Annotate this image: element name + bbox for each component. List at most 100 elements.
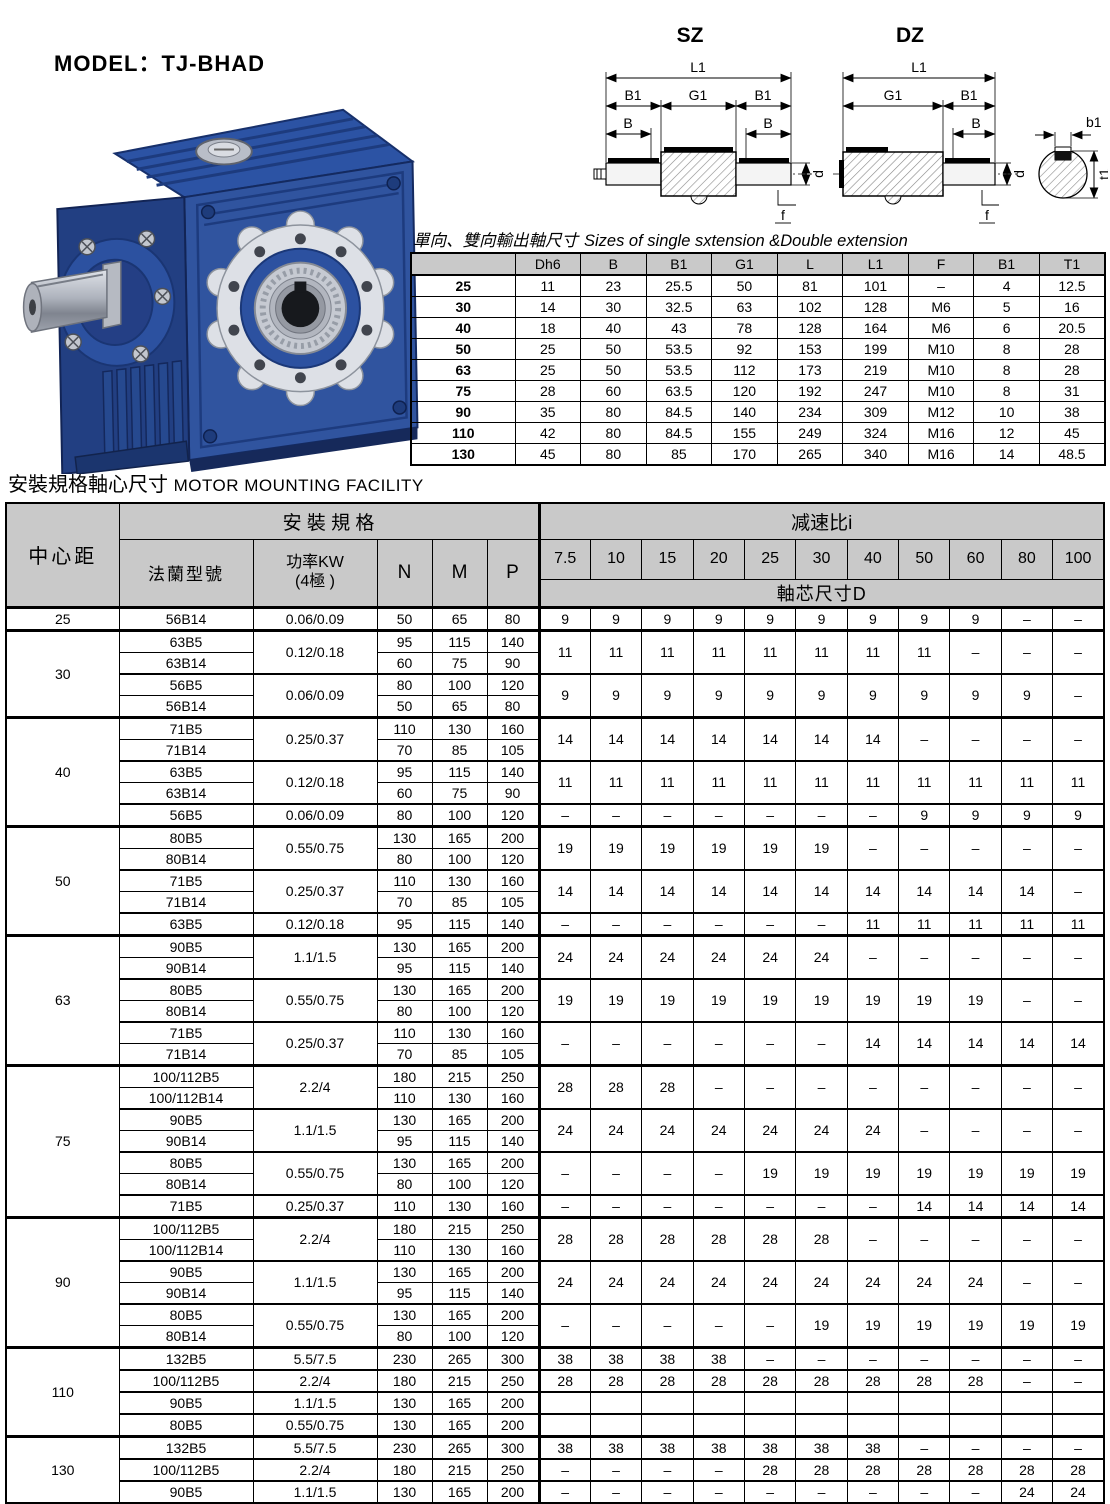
n-cell: 50 [376, 694, 433, 718]
n-cell: 95 [376, 911, 433, 936]
dimension-table-head: Dh6 B B1 G1 L L1 F B1 T1 [410, 252, 1106, 276]
m-cell: 115 [431, 911, 488, 936]
shaft-d-cell: – [846, 1215, 900, 1261]
shaft-d-cell: – [1000, 824, 1054, 870]
dim-col-header: L1 [842, 252, 909, 276]
shaft-d-cell: 24 [743, 1107, 797, 1152]
shaft-d-cell: 9 [641, 672, 694, 718]
shaft-d-cell: 9 [538, 605, 591, 631]
dim-value-cell: 18 [514, 317, 582, 339]
ratio-value-header: 10 [589, 538, 643, 580]
shaft-d-cell: – [795, 802, 848, 827]
shaft-d-cell: 14 [1052, 1193, 1105, 1218]
flange-cell: 90B14 [118, 956, 254, 979]
shaft-d-cell: – [538, 1302, 591, 1348]
dim-size-cell: 130 [410, 443, 516, 466]
dim-value-cell: 63 [711, 296, 778, 318]
dim-value-cell: 81 [776, 274, 844, 297]
m-cell: 165 [431, 1107, 488, 1131]
mounting-heading: 安裝規格軸心尺寸 MOTOR MOUNTING FACILITY [8, 468, 424, 497]
dz-b1-label: B1 [960, 87, 977, 103]
shaft-d-cell: – [1052, 933, 1105, 979]
shaft-d-cell: 9 [538, 672, 591, 718]
shaft-d-cell: 24 [743, 933, 797, 979]
flange-cell: 63B5 [118, 911, 254, 936]
mount-row: 71B14 70 85 105 [6, 1042, 1104, 1066]
mounting-heading-english: MOTOR MOUNTING FACILITY [173, 476, 424, 495]
shaft-d-cell: 24 [589, 933, 643, 979]
keyway-t1-label: t1 [1096, 168, 1108, 180]
mount-row: 40 71B5 0.25/0.37 110 130 160 14 14 14 14 14 14 14– –… [5, 715, 1105, 827]
p-cell: 250 [486, 1368, 541, 1392]
sz-title: SZ [677, 24, 704, 47]
dim-value-cell: 340 [842, 443, 909, 466]
shaft-d-cell: 28 [692, 1215, 745, 1261]
shaft-d-cell: – [1052, 1215, 1105, 1261]
dim-value-cell: 85 [645, 443, 713, 466]
shaft-d-cell: 19 [641, 824, 694, 870]
shaft-d-cell: 19 [898, 1302, 951, 1348]
dim-value-cell: 12.5 [1038, 274, 1106, 297]
m-cell: 75 [431, 651, 488, 674]
mount-row: 80B5 0.55/0.75 130 165 200– – – – –19 19 19 19 19 19 [6, 1302, 1105, 1348]
shaft-d-cell [1052, 1412, 1105, 1437]
n-cell: 130 [376, 1107, 433, 1131]
mount-row: 80B5 0.55/0.75 130 165 200 [6, 1412, 1105, 1437]
shaft-d-cell: – [1052, 715, 1105, 761]
flange-cell: 132B5 [118, 1345, 254, 1370]
dim-value-cell: 50 [711, 274, 778, 297]
dim-value-cell: 199 [842, 338, 909, 360]
shaft-d-cell: 19 [846, 1302, 900, 1348]
dim-value-cell: 80 [580, 443, 647, 466]
shaft-d-cell: – [1052, 1368, 1105, 1392]
shaft-d-cell: 38 [795, 1434, 848, 1459]
m-cell: 130 [431, 868, 488, 892]
mount-row: 71B5 0.25/0.37 110 130 160 14 14 14 14 14 14 14 14 14… [6, 868, 1105, 913]
shaft-d-cell: – [898, 1434, 951, 1459]
shaft-d-cell: 38 [846, 1434, 900, 1459]
shaft-d-cell: – [641, 1193, 694, 1218]
shaft-d-cell: 28 [743, 1457, 797, 1481]
shaft-d-cell: 11 [1052, 911, 1105, 936]
m-cell: 165 [431, 1390, 488, 1414]
dim-value-cell: 25.5 [645, 274, 713, 297]
flange-cell: 56B14 [118, 605, 254, 631]
dim-col-header: G1 [711, 252, 778, 276]
power-header: 功率KW (4極 ) [252, 538, 378, 608]
m-cell: 165 [431, 1302, 488, 1326]
sz-b-left-label: B [623, 115, 632, 131]
shaft-d-cell: 24 [589, 1107, 643, 1152]
shaft-d-cell: 19 [743, 977, 797, 1022]
product-photo [15, 92, 433, 476]
shaft-d-cell: 24 [538, 933, 591, 979]
shaft-d-cell: – [949, 1215, 1002, 1261]
m-cell: 85 [431, 890, 488, 913]
power-cell: 5.5/7.5 [252, 1434, 378, 1459]
sz-d-label: d [810, 170, 826, 178]
shaft-d-cell: 24 [795, 933, 848, 979]
dim-value-cell: 247 [842, 380, 909, 402]
mount-row: 90 100/112B5 2.2/4 180 215 250 28 28 28 28 28 28– – –… [5, 1215, 1105, 1348]
dim-value-cell: 11 [514, 274, 582, 297]
center-distance-cell: 50 [5, 824, 120, 936]
shaft-d-cell: – [1000, 933, 1054, 979]
n-cell: 130 [376, 1479, 433, 1503]
shaft-d-cell: 28 [641, 1063, 694, 1109]
flange-cell: 90B5 [118, 1107, 254, 1131]
shaft-d-cell [589, 1412, 643, 1437]
shaft-d-cell: 28 [538, 1063, 591, 1109]
shaft-d-cell: 11 [846, 911, 900, 936]
shaft-d-cell: 24 [641, 1107, 694, 1152]
shaft-d-cell: 19 [898, 1150, 951, 1195]
p-cell: 140 [486, 956, 541, 979]
shaft-d-cell: 19 [846, 1150, 900, 1195]
dim-value-cell: 192 [776, 380, 844, 402]
n-cell: 95 [376, 1129, 433, 1152]
shaft-d-cell [795, 1412, 848, 1437]
flange-cell: 100/112B5 [118, 1215, 254, 1240]
p-cell: 200 [486, 1302, 541, 1326]
dz-g1-label: G1 [884, 87, 903, 103]
shaft-d-cell: 11 [692, 628, 745, 674]
sz-b1-right-label: B1 [754, 87, 771, 103]
dim-value-cell: M10 [907, 359, 975, 381]
